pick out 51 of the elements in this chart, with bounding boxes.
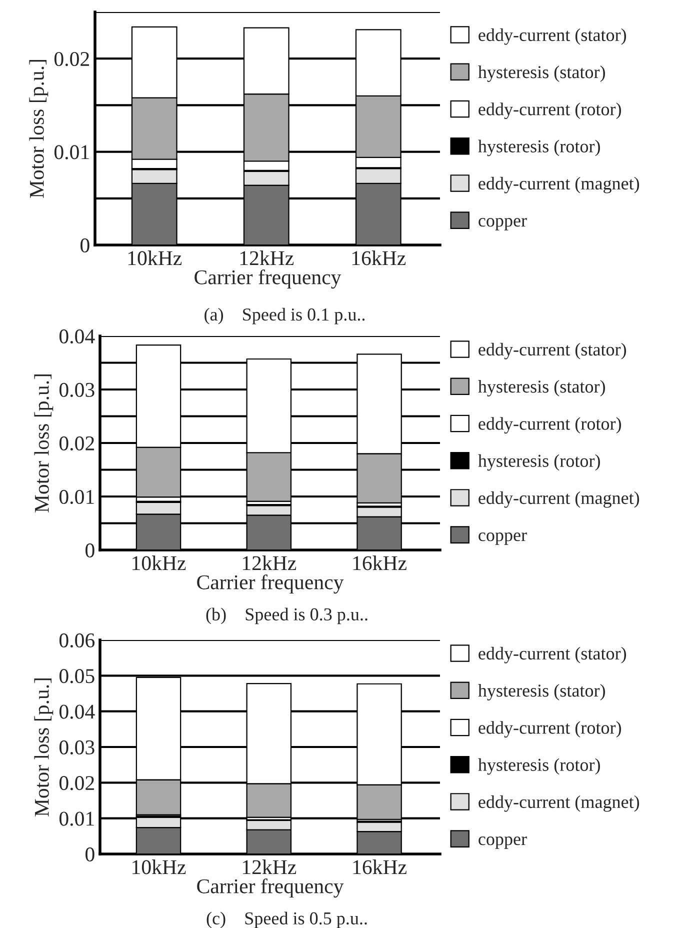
x-axis-title: Carrier frequency (197, 878, 344, 898)
y-tick-label: 0.01 (54, 145, 89, 160)
legend-label: hysteresis (stator) (478, 66, 605, 82)
text: (c) Speed is 0.5 p.u.. (206, 912, 367, 928)
y-tick-label: 0.03 (59, 382, 94, 398)
legend-label: eddy-current (magnet) (478, 176, 640, 194)
y-tick-label: 0.06 (59, 633, 95, 648)
x-tick-label: 10kHz (128, 250, 182, 266)
x-tick-label: 12kHz (242, 556, 296, 570)
y-tick-label: 0.01 (59, 490, 94, 504)
x-tick-label: 10kHz (132, 860, 186, 874)
legend-label: copper (478, 836, 527, 849)
y-tick-label: 0.04 (59, 329, 95, 344)
legend-label: hysteresis (rotor) (478, 140, 600, 156)
y-tick-label: 0.02 (59, 436, 94, 451)
text: eddy-current (rotor) (478, 721, 621, 738)
y-tick-label: 0 (80, 238, 90, 252)
x-tick-label: 10kHz (132, 556, 186, 570)
text: (a) Speed is 0.1 p.u.. (204, 308, 365, 324)
y-tick-label: 0.03 (59, 740, 94, 755)
text: hysteresis (rotor) (478, 758, 600, 775)
text: eddy-current (rotor) (478, 417, 621, 434)
x-tick-label: 12kHz (240, 250, 294, 266)
text: eddy-current (stator) (478, 646, 626, 664)
text: eddy-current (stator) (478, 342, 626, 360)
y-tick-label: 0.04 (59, 704, 95, 719)
text: hysteresis (stator) (478, 684, 605, 700)
y-tick-label: 0.02 (59, 776, 94, 790)
y-tick-label: 0.01 (59, 812, 94, 826)
y-tick-label: 0.02 (54, 52, 89, 66)
x-axis-title: Carrier frequency (194, 269, 342, 289)
legend-label: eddy-current (rotor) (478, 102, 621, 120)
y-tick-label: 0.05 (59, 669, 94, 684)
y-axis-title: Motor loss [p.u.] (34, 678, 54, 816)
legend-label: eddy-current (magnet) (478, 795, 640, 812)
y-axis-title: Motor loss [p.u.] (29, 60, 48, 198)
text: (b) Speed is 0.3 p.u.. (206, 608, 368, 624)
text: hysteresis (rotor) (478, 454, 600, 471)
x-tick-label: 16kHz (353, 860, 406, 874)
y-tick-label: 0 (86, 543, 94, 558)
y-tick-label: 0 (86, 847, 94, 862)
x-tick-label: 16kHz (352, 250, 406, 266)
legend-label: eddy-current (stator) (478, 28, 626, 45)
x-axis-title: Carrier frequency (197, 574, 344, 594)
legend-label: copper (478, 532, 527, 545)
text: hysteresis (stator) (478, 380, 605, 396)
x-tick-label: 16kHz (353, 556, 406, 570)
y-axis-title: Motor loss [p.u.] (34, 374, 54, 512)
x-tick-label: 12kHz (242, 860, 296, 874)
legend-label: eddy-current (magnet) (478, 491, 640, 508)
legend-label: copper (478, 218, 527, 230)
